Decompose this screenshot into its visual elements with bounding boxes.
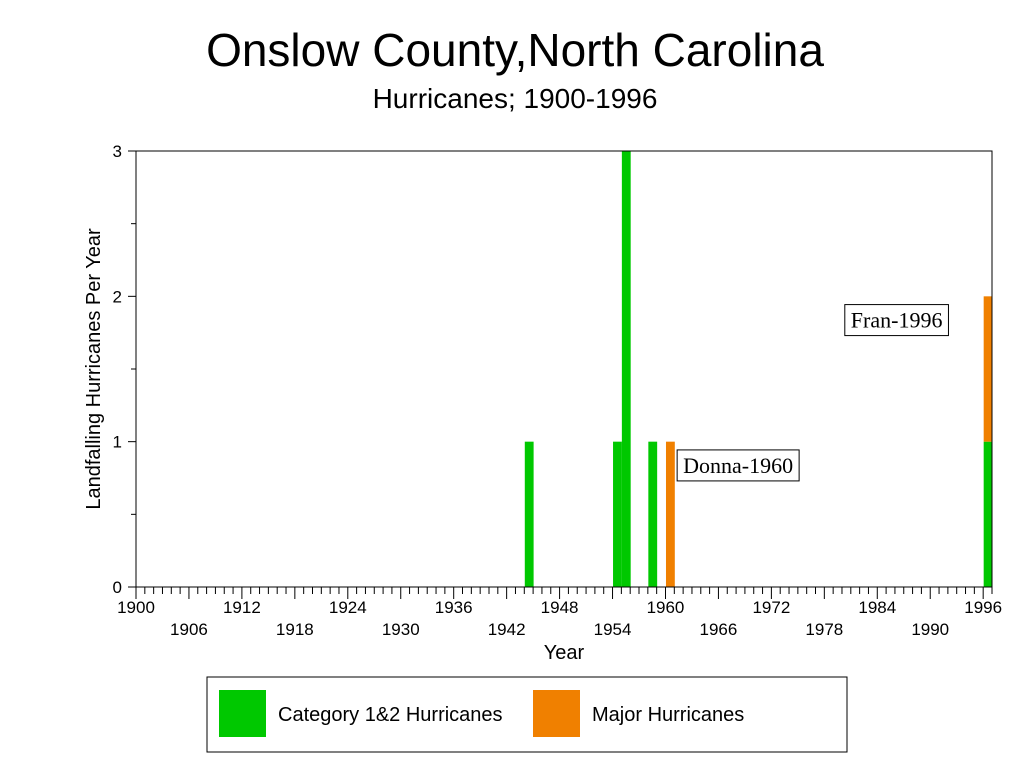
x-axis: 1900 1912 1924 1936 1948 1960 1972 1984 1996 1906…: [117, 587, 1002, 639]
annotation-box: [676, 449, 800, 482]
annotation-label: Donna-1960: [683, 453, 793, 478]
x-tick-label: 1936: [435, 598, 473, 617]
x-tick-label: 1984: [858, 598, 896, 617]
x-tick-label: 1912: [223, 598, 261, 617]
legend-label-category-1-2: Category 1&2 Hurricanes: [278, 704, 503, 726]
legend-swatch-category-1-2: [219, 690, 266, 737]
x-tick-label: 1948: [541, 598, 579, 617]
legend-label-major: Major Hurricanes: [592, 704, 744, 726]
x-tick-label: 1918: [276, 620, 314, 639]
annotation-label: Fran-1996: [851, 308, 943, 333]
bar-category-1-2-1955: [621, 151, 631, 587]
x-tick-label: 1924: [329, 598, 367, 617]
bars-layer: [524, 151, 993, 587]
x-tick-label: 1978: [805, 620, 843, 639]
x-tick-label: 1900: [117, 598, 155, 617]
chart-title: Onslow County,North Carolina: [206, 24, 824, 76]
x-axis-label: Year: [544, 642, 585, 664]
legend-frame: [206, 676, 848, 753]
x-tick-label: 1906: [170, 620, 208, 639]
bar-category-1-2-1958: [648, 441, 658, 587]
x-tick-label: 1966: [700, 620, 738, 639]
y-axis-label: Landfalling Hurricanes Per Year: [83, 228, 105, 510]
x-tick-label: 1990: [911, 620, 949, 639]
y-axis: 0 1 2 3: [113, 142, 136, 597]
x-tick-label: 1996: [964, 598, 1002, 617]
y-tick-label: 0: [113, 578, 122, 597]
y-tick-label: 2: [113, 287, 122, 306]
x-tick-label: 1930: [382, 620, 420, 639]
bar-category-1-2-1944: [524, 441, 534, 587]
legend-swatch-major: [533, 690, 580, 737]
y-tick-label: 1: [113, 433, 122, 452]
plot-area-frame: [135, 150, 993, 588]
bar-category-1-2-1954: [613, 441, 622, 587]
x-tick-label: 1942: [488, 620, 526, 639]
bar-category-1-2-1996: [983, 441, 993, 587]
bar-major-1960: [665, 441, 675, 587]
x-tick-label: 1954: [594, 620, 632, 639]
bar-major-1996: [983, 296, 993, 442]
x-tick-label: 1972: [752, 598, 790, 617]
annotation-box: [844, 304, 949, 337]
annotations-layer: Donna-1960 Fran-1996: [676, 304, 949, 482]
chart-subtitle: Hurricanes; 1900-1996: [373, 83, 658, 114]
legend: Category 1&2 Hurricanes Major Hurricanes: [206, 676, 848, 753]
y-tick-label: 3: [113, 142, 122, 161]
x-tick-label: 1960: [647, 598, 685, 617]
